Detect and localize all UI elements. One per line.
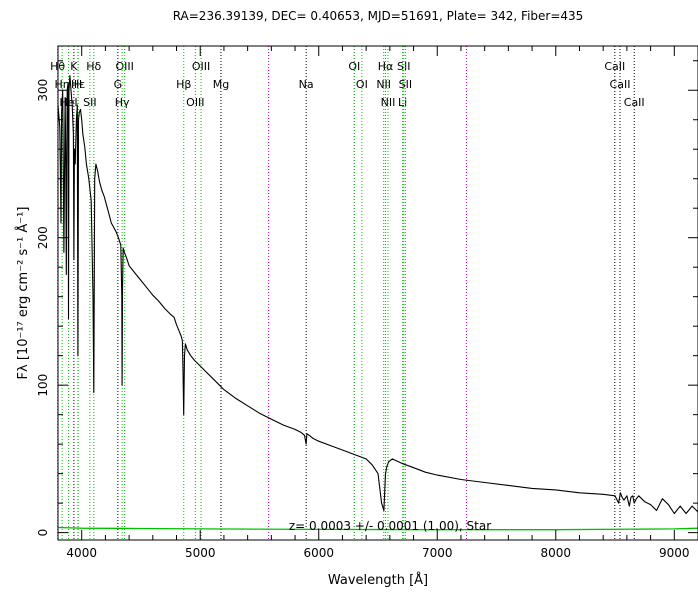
line-label-22: SII <box>397 60 410 73</box>
line-label-7: Hδ <box>86 60 101 73</box>
line-label-14: Mg <box>213 78 229 91</box>
line-label-15: Na <box>299 78 314 91</box>
x-tick-label: 7000 <box>422 546 453 560</box>
line-label-16: OI <box>348 60 360 73</box>
error-series <box>57 526 698 531</box>
line-label-10: Hγ <box>115 96 130 109</box>
line-label-8: G <box>114 78 123 91</box>
spectrum-series <box>57 74 698 515</box>
x-axis-label: Wavelength [Å] <box>328 572 428 588</box>
y-axis-label: Fλ [10⁻¹⁷ erg cm⁻² s⁻¹ Å⁻¹] <box>15 207 31 380</box>
y-tick-label: 300 <box>36 79 50 102</box>
line-label-18: Hα <box>378 60 394 73</box>
line-label-9: OIII <box>116 60 134 73</box>
x-tick-label: 8000 <box>541 546 572 560</box>
x-axis-ticks: 4000 5000 6000 7000 8000 9000 <box>57 46 698 560</box>
line-label-12: OIII <box>186 96 204 109</box>
x-tick-label: 9000 <box>659 546 690 560</box>
line-label-25: CaII <box>610 78 631 91</box>
series-layer <box>57 74 698 531</box>
x-tick-label: 5000 <box>185 546 216 560</box>
line-label-23: SII <box>399 78 412 91</box>
y-tick-label: 200 <box>36 226 50 249</box>
redshift-annotation: z= 0.0003 +/- 0.0001 (1.00), Star <box>289 519 491 533</box>
line-label-6: SII <box>83 96 96 109</box>
line-label-17: OI <box>356 78 368 91</box>
line-label-20: NII <box>381 96 396 109</box>
y-tick-label: 100 <box>36 374 50 397</box>
line-label-2: K <box>70 60 78 73</box>
line-label-3: H <box>74 78 82 91</box>
line-label-24: CaII <box>604 60 625 73</box>
line-label-4: Hε <box>71 78 85 91</box>
plot-frame <box>57 45 698 541</box>
y-tick-label: 0 <box>36 529 50 537</box>
line-label-11: Hβ <box>176 78 191 91</box>
chart-title: RA=236.39139, DEC= 0.40653, MJD=51691, P… <box>173 9 584 23</box>
line-label-26: CaII <box>624 96 645 109</box>
line-label-19: NII <box>376 78 391 91</box>
x-tick-label: 4000 <box>66 546 97 560</box>
sky-line-layer <box>268 46 467 540</box>
y-axis-ticks: 0 100 200 300 <box>36 60 698 537</box>
line-label-21: Li <box>398 96 407 109</box>
line-label-13: OIII <box>192 60 210 73</box>
x-tick-label: 6000 <box>303 546 334 560</box>
